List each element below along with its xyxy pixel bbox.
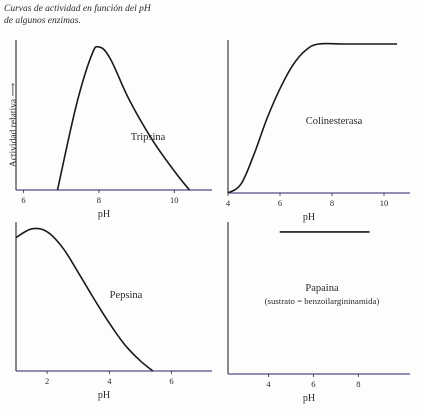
chart-panel-papaina: 4 6 8 pH Papaina (sustrato = benzoilargininam… <box>227 222 410 404</box>
x-axis-title: pH <box>303 393 315 404</box>
x-tick-label: 10 <box>380 198 389 208</box>
caption-line-2: de algunos enzimas. <box>4 16 81 26</box>
x-tick-label: 4 <box>107 376 112 386</box>
activity-curve-tripsina <box>56 45 191 191</box>
x-tick-label: 10 <box>170 195 179 205</box>
x-tick-label: 6 <box>169 376 173 386</box>
enzyme-label: Colinesterasa <box>306 116 363 127</box>
x-tick-label: 6 <box>278 198 282 208</box>
enzyme-label: Papaina <box>305 283 339 294</box>
x-tick-label: 4 <box>266 379 271 389</box>
enzyme-label: Tripsina <box>131 132 166 143</box>
x-axis-title: pH <box>98 390 110 401</box>
chart-panel-pepsina: 2 4 6 pH Pepsina <box>15 222 212 401</box>
x-tick-label: 2 <box>45 376 49 386</box>
x-tick-label: 8 <box>330 198 334 208</box>
activity-curve-colinesterasa <box>227 42 397 194</box>
caption-line-1: Curvas de actividad en función del pH <box>4 4 151 14</box>
activity-curve-pepsina <box>15 227 154 372</box>
chart-panel-tripsina: 6 8 10 pH Tripsina <box>15 40 212 220</box>
x-axis-title: pH <box>98 209 110 220</box>
x-tick-label: 6 <box>21 195 25 205</box>
x-tick-label: 6 <box>311 379 315 389</box>
chart-panel-colinesterasa: 4 6 8 10 pH Colinesterasa <box>226 40 410 223</box>
enzyme-label: Pepsina <box>110 290 143 301</box>
x-axis-title: pH <box>303 212 315 223</box>
x-tick-label: 4 <box>226 198 231 208</box>
x-tick-label: 8 <box>97 195 101 205</box>
x-tick-label: 8 <box>356 379 360 389</box>
substrate-note: (sustrato = benzoilargininamida) <box>265 296 380 306</box>
figure-caption: Curvas de actividad en función del pH de… <box>4 3 184 27</box>
